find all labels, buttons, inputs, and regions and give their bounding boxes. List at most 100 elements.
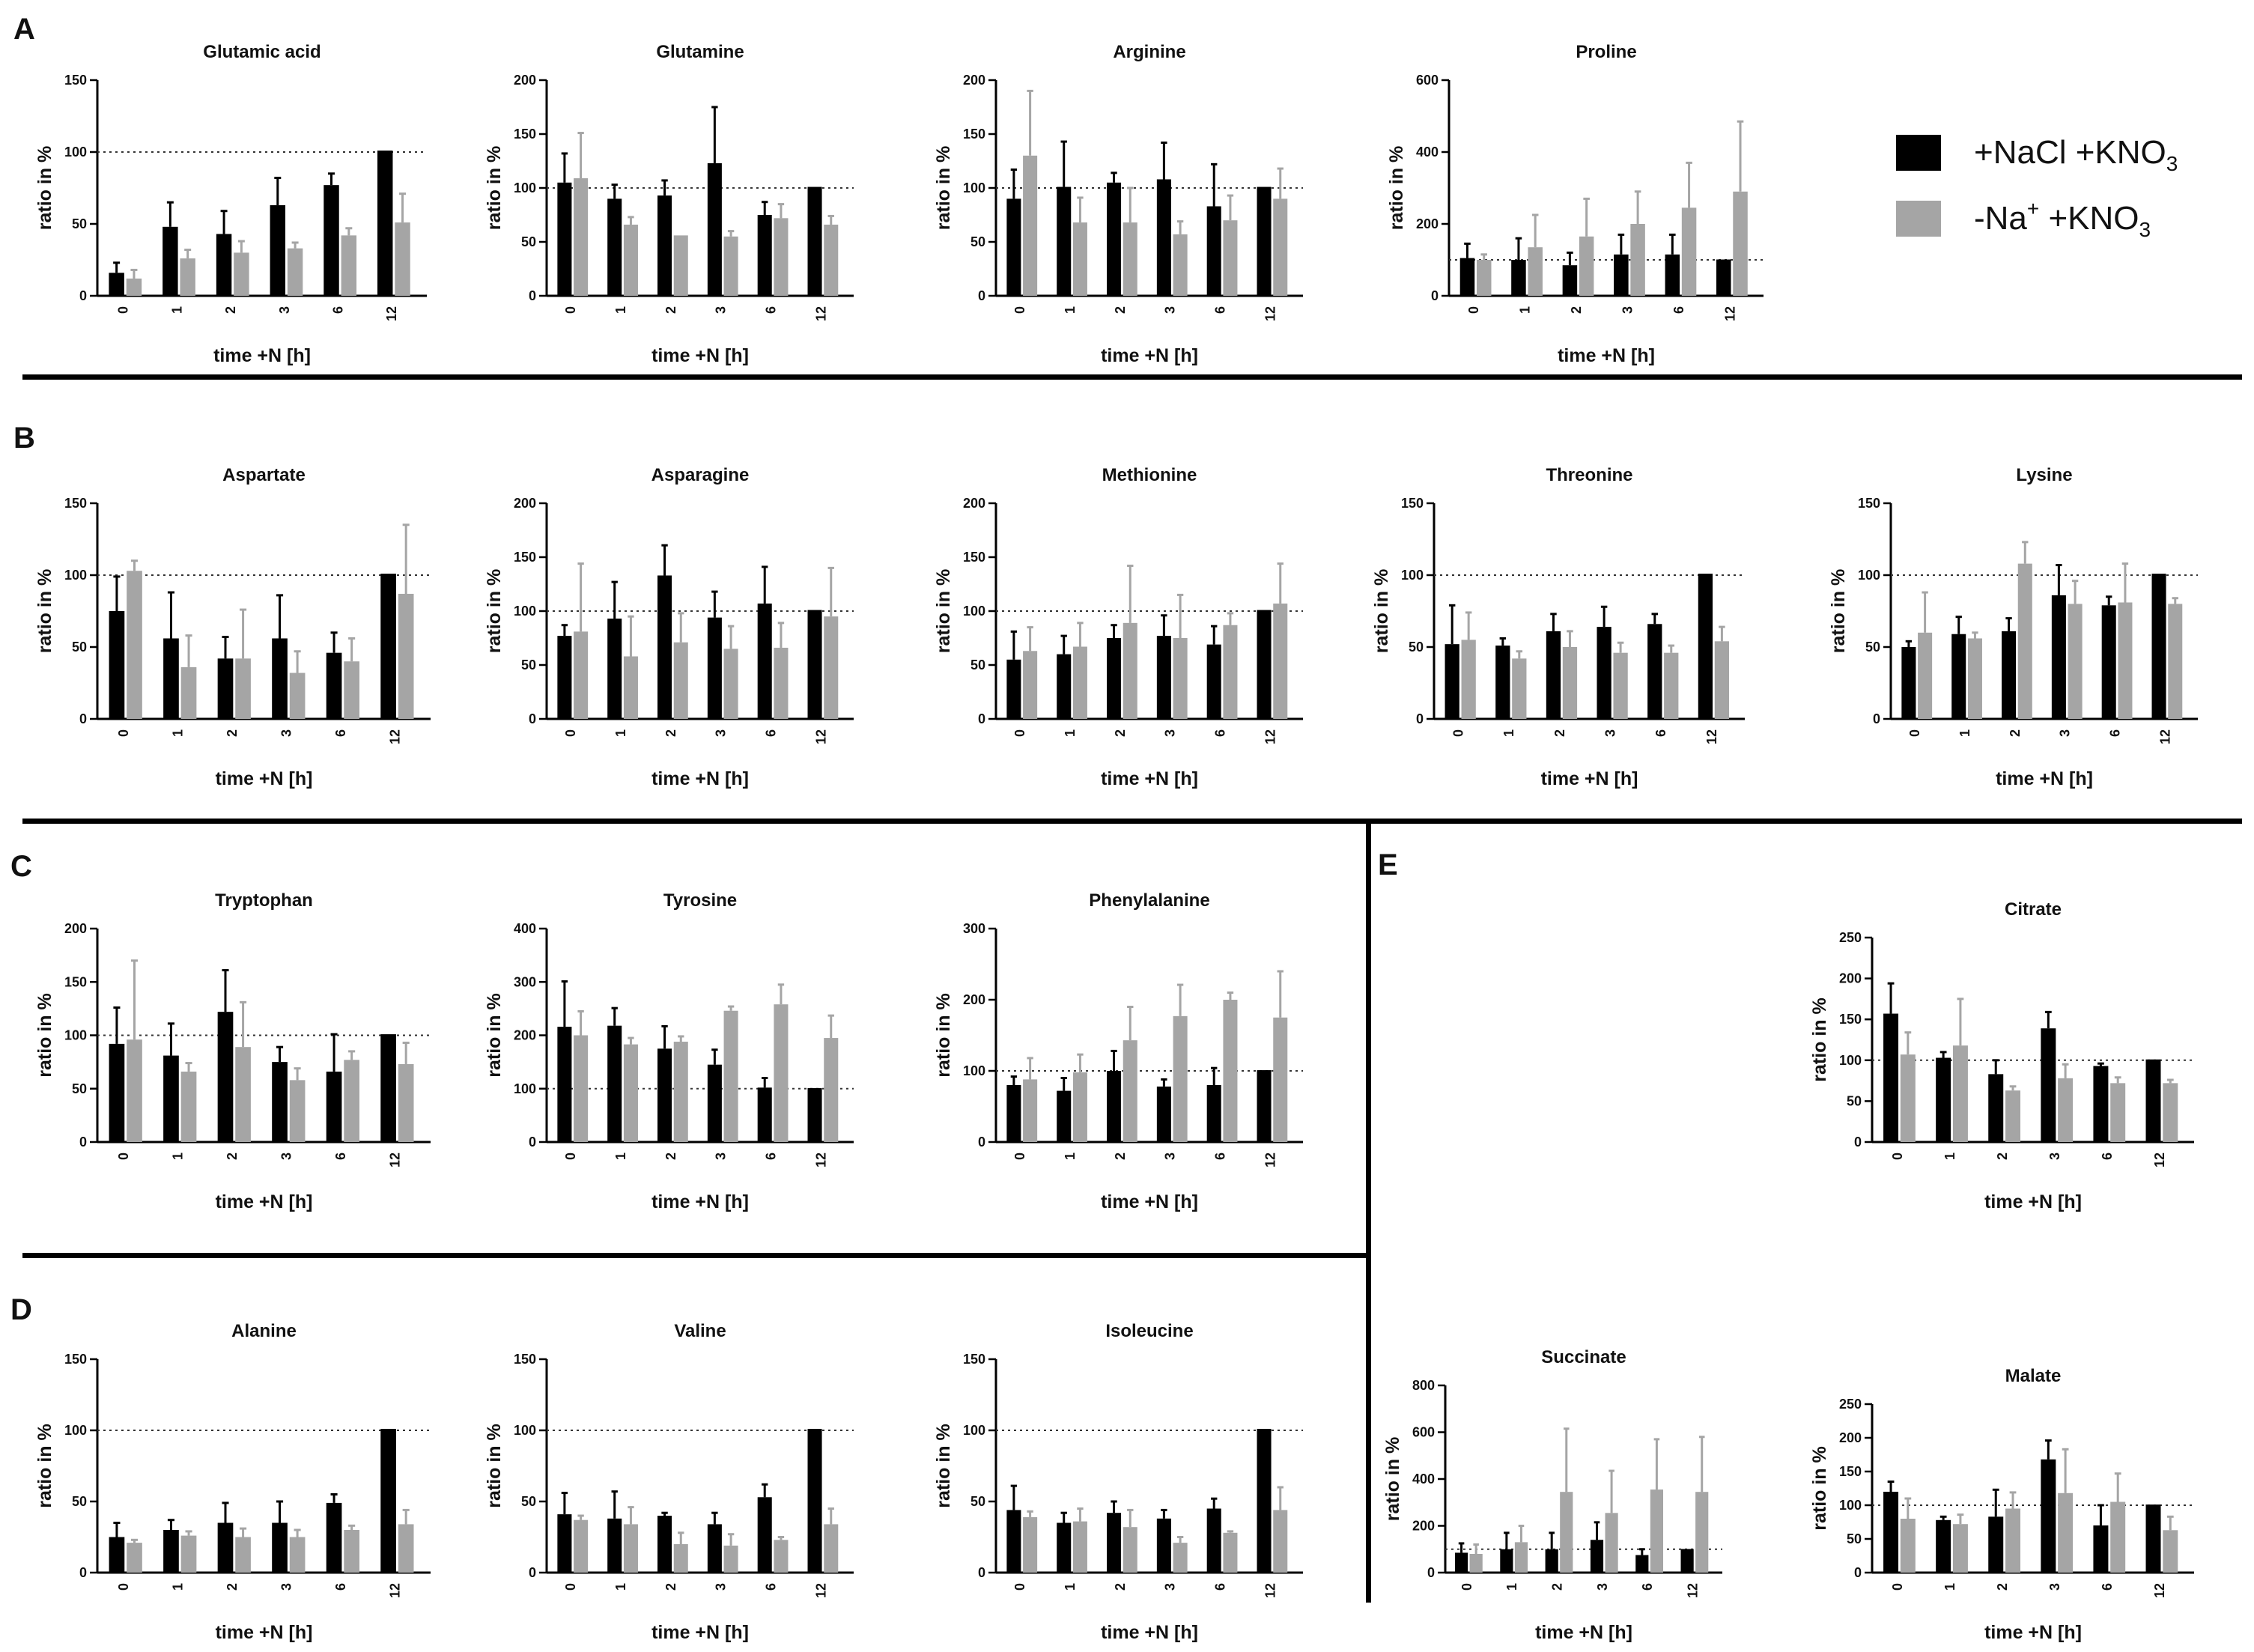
bar-nacl-12h: [2145, 1059, 2161, 1142]
x-axis-label: time +N [h]: [216, 768, 313, 789]
bar-nacl-3h: [707, 1524, 722, 1573]
y-tick-label: 150: [963, 550, 985, 565]
x-tick-label: 0: [563, 1583, 578, 1591]
y-tick-label: 50: [72, 640, 87, 655]
y-tick-label: 100: [64, 568, 87, 583]
x-tick-label: 0: [116, 1583, 131, 1591]
y-tick-label: 200: [1839, 971, 1862, 986]
y-tick-label: 0: [79, 288, 87, 303]
bar-nacl-0h: [109, 611, 125, 719]
chart-title: Threonine: [1546, 465, 1632, 485]
chart-title: Tryptophan: [215, 890, 313, 911]
chart-title: Isoleucine: [1105, 1321, 1193, 1341]
y-tick-label: 0: [1416, 711, 1424, 726]
x-axis-label: time +N [h]: [216, 1191, 313, 1212]
bar-na-free-3h: [2058, 1492, 2074, 1573]
x-tick-label: 1: [613, 729, 628, 737]
y-tick-label: 100: [963, 180, 985, 195]
x-tick-label: 0: [1012, 729, 1027, 737]
bar-na-free-3h: [1173, 638, 1188, 719]
bar-na-free-1h: [1512, 658, 1527, 719]
bar-nacl-2h: [657, 1048, 672, 1142]
x-tick-label: 3: [2047, 1583, 2062, 1591]
bar-nacl-0h: [1459, 258, 1475, 296]
x-tick-label: 1: [613, 306, 628, 314]
bar-nacl-12h: [2145, 1504, 2161, 1573]
x-tick-label: 2: [1113, 1583, 1128, 1591]
bar-nacl-0h: [557, 182, 572, 296]
bar-nacl-1h: [607, 1518, 622, 1573]
chart-title: Alanine: [231, 1321, 297, 1341]
x-tick-label: 3: [2047, 1153, 2062, 1160]
bar-na-free-6h: [1664, 652, 1679, 719]
x-tick-label: 0: [1012, 306, 1027, 314]
bar-nacl-2h: [1107, 1071, 1122, 1142]
bar-na-free-0h: [574, 631, 589, 719]
y-tick-label: 0: [79, 711, 87, 726]
y-tick-label: 250: [1839, 1397, 1862, 1412]
bar-nacl-2h: [657, 575, 672, 719]
x-tick-label: 6: [330, 306, 345, 314]
x-tick-label: 2: [225, 1583, 240, 1591]
bar-nacl-1h: [1936, 1057, 1951, 1142]
y-tick-label: 50: [1847, 1093, 1862, 1108]
x-axis-label: time +N [h]: [1541, 768, 1638, 789]
bar-na-free-0h: [1461, 640, 1476, 719]
y-tick-label: 50: [970, 1494, 985, 1509]
panel-label-a: A: [13, 13, 35, 46]
bar-nacl-6h: [323, 185, 339, 296]
y-axis-label: ratio in %: [933, 993, 954, 1078]
bar-na-free-6h: [1223, 220, 1238, 296]
bar-nacl-3h: [272, 1062, 288, 1142]
bar-na-free-0h: [574, 1519, 589, 1573]
bar-nacl-12h: [380, 1034, 396, 1142]
x-tick-label: 2: [1113, 306, 1128, 314]
y-tick-label: 300: [963, 921, 985, 936]
legend-label-nacl: +NaCl +KNO3: [1974, 134, 2178, 175]
y-tick-label: 150: [963, 1352, 985, 1367]
x-axis-label: time +N [h]: [1558, 345, 1655, 366]
x-axis-label: time +N [h]: [1101, 768, 1198, 789]
bar-na-free-12h: [1714, 641, 1730, 719]
bar-nacl-0h: [109, 1537, 125, 1573]
y-axis-label: ratio in %: [484, 569, 505, 654]
bar-nacl-1h: [162, 226, 178, 296]
y-axis-label: ratio in %: [933, 146, 954, 231]
x-tick-label: 6: [333, 729, 348, 737]
bar-na-free-0h: [574, 178, 589, 296]
bar-nacl-1h: [1057, 654, 1072, 719]
bar-nacl-0h: [557, 1027, 572, 1142]
bar-nacl-12h: [1680, 1549, 1694, 1573]
y-tick-label: 100: [514, 1423, 536, 1438]
divider-bc: [22, 819, 2242, 824]
panel-label-c: C: [10, 850, 32, 883]
chart-title: Arginine: [1113, 42, 1185, 62]
bar-na-free-6h: [774, 1540, 789, 1573]
bar-nacl-1h: [163, 1530, 179, 1573]
chart-title: Tyrosine: [663, 890, 737, 911]
chart-title: Asparagine: [651, 465, 750, 485]
x-tick-label: 0: [1907, 729, 1922, 737]
x-tick-label: 2: [663, 729, 678, 737]
bar-na-free-1h: [1072, 1521, 1087, 1573]
bar-na-free-12h: [1733, 191, 1748, 296]
y-axis-label: ratio in %: [1809, 997, 1830, 1082]
y-tick-label: 150: [514, 1352, 536, 1367]
bar-na-free-3h: [1173, 1543, 1188, 1573]
y-axis-label: ratio in %: [933, 569, 954, 654]
bar-nacl-1h: [607, 198, 622, 296]
bar-na-free-1h: [1514, 1542, 1528, 1573]
bar-na-free-0h: [1023, 1516, 1038, 1573]
legend-swatch-na-free: [1896, 201, 1941, 237]
y-tick-label: 50: [521, 1494, 536, 1509]
x-tick-label: 0: [1459, 1583, 1474, 1591]
x-tick-label: 2: [1569, 306, 1584, 314]
bar-na-free-1h: [1967, 638, 1982, 719]
x-axis-label: time +N [h]: [651, 768, 749, 789]
bar-na-free-3h: [2068, 604, 2083, 719]
bar-nacl-2h: [216, 234, 232, 296]
y-axis-label: ratio in %: [1371, 569, 1392, 654]
x-tick-label: 0: [1466, 306, 1481, 314]
x-tick-label: 1: [1063, 1153, 1078, 1160]
